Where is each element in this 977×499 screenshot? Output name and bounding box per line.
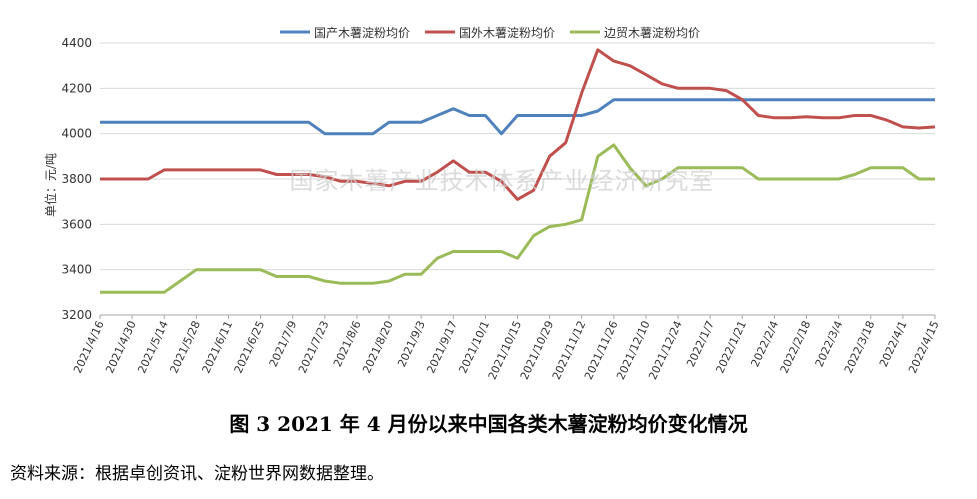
x-tick-label: 2022/1/21 [713, 319, 749, 376]
y-tick-label: 3800 [61, 172, 92, 186]
y-tick-label: 3400 [61, 263, 92, 277]
x-tick-label: 2022/4/1 [877, 319, 910, 369]
figure-caption: 图 3 2021 年 4 月份以来中国各类木薯淀粉均价变化情况 [229, 412, 748, 436]
x-tick-label: 2021/6/11 [200, 319, 236, 376]
x-axis-ticks: 2021/4/162021/4/302021/5/142021/5/282021… [71, 315, 942, 382]
x-tick-label: 2021/12/24 [646, 319, 685, 382]
x-tick-label: 2021/5/28 [167, 319, 203, 376]
y-tick-label: 4200 [61, 81, 92, 95]
x-tick-label: 2021/10/29 [518, 319, 557, 382]
x-tick-label: 2022/3/18 [842, 319, 878, 376]
legend-label: 边贸木薯淀粉均价 [604, 26, 700, 40]
x-tick-label: 2021/8/20 [360, 319, 396, 376]
x-tick-label: 2021/8/6 [331, 319, 364, 369]
y-tick-label: 3200 [61, 308, 92, 322]
y-axis-ticks: 3200 3400 3600 3800 4000 4200 4400 [61, 36, 92, 322]
x-tick-label: 2021/5/14 [135, 319, 171, 376]
figure-source: 资料来源：根据卓创资讯、淀粉世界网数据整理。 [10, 464, 384, 484]
x-tick-label: 2022/4/15 [906, 319, 942, 376]
y-tick-label: 4000 [61, 127, 92, 141]
x-tick-label: 2021/11/12 [550, 319, 589, 382]
x-tick-label: 2022/2/18 [778, 319, 814, 376]
x-tick-label: 2021/10/15 [486, 319, 525, 382]
y-tick-label: 3600 [61, 217, 92, 231]
watermark-text: 国家木薯产业技术体系产业经济研究室 [290, 167, 715, 195]
x-tick-label: 2021/7/23 [296, 319, 332, 376]
series-line-3 [100, 143, 935, 294]
x-tick-label: 2022/2/4 [748, 319, 781, 369]
x-tick-label: 2022/1/7 [684, 319, 717, 369]
legend: 国产木薯淀粉均价 国外木薯淀粉均价 边贸木薯淀粉均价 [280, 26, 700, 40]
x-tick-label: 2022/3/4 [813, 319, 846, 369]
x-tick-label: 2021/9/3 [395, 319, 428, 369]
x-tick-label: 2021/4/16 [71, 319, 107, 376]
x-tick-label: 2021/10/1 [456, 319, 492, 376]
x-tick-label: 2021/7/9 [267, 319, 300, 369]
x-tick-label: 2021/4/30 [103, 319, 139, 376]
x-tick-label: 2021/9/17 [424, 319, 460, 376]
x-tick-label: 2021/6/25 [232, 319, 268, 376]
x-tick-label: 2021/12/10 [614, 319, 653, 382]
series-lines [100, 48, 936, 294]
legend-label: 国产木薯淀粉均价 [314, 26, 410, 40]
y-axis-label: 单位：元/吨 [43, 153, 58, 217]
x-tick-label: 2021/11/26 [582, 319, 621, 382]
series-line-1 [100, 98, 935, 136]
y-tick-label: 4400 [61, 36, 92, 50]
legend-label: 国外木薯淀粉均价 [459, 26, 555, 40]
series-line-2 [100, 48, 936, 201]
